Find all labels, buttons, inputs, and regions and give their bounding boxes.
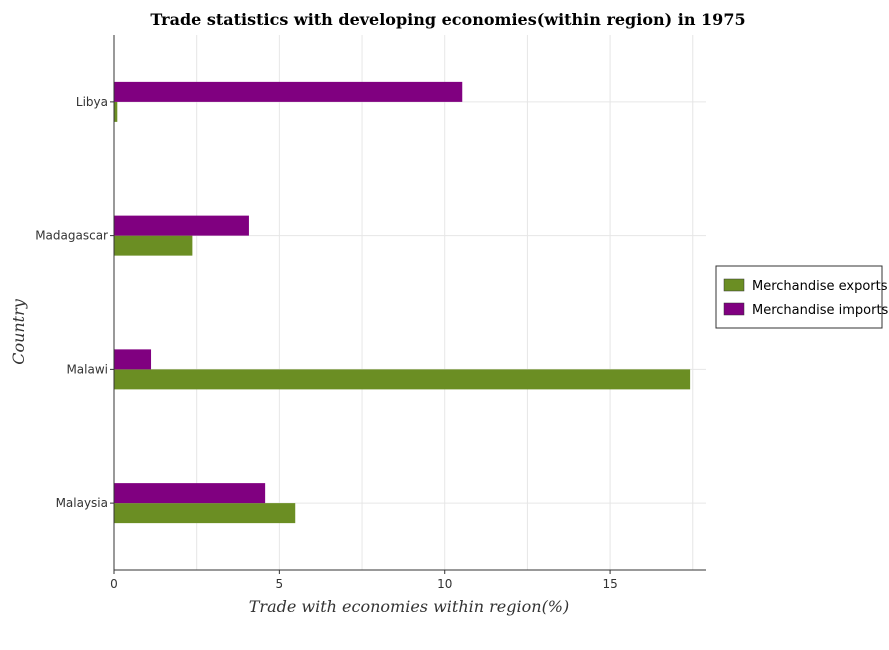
x-tick-label: 5 <box>276 577 284 591</box>
bar-imports-malaysia <box>114 483 266 504</box>
bar-exports-malaysia <box>114 503 296 524</box>
chart-title: Trade statistics with developing economi… <box>150 10 745 29</box>
x-tick-label: 0 <box>110 577 118 591</box>
plot-background <box>114 35 706 570</box>
y-tick-label: Madagascar <box>35 229 108 243</box>
plot-area: 0 5 10 15 Libya Madagascar Malawi Malaysia <box>35 35 706 591</box>
y-tick-label: Malawi <box>66 362 108 376</box>
y-tick-label: Malaysia <box>56 496 108 510</box>
bar-exports-libya <box>114 101 118 122</box>
legend-swatch <box>723 278 745 292</box>
bar-imports-madagascar <box>114 215 249 236</box>
bar-exports-malawi <box>114 369 691 390</box>
legend-label: Merchandise exports <box>752 279 888 294</box>
x-tick-label: 10 <box>437 577 452 591</box>
legend-swatch <box>723 302 745 316</box>
legend-box <box>715 265 883 329</box>
x-tick-label: 15 <box>602 577 617 591</box>
x-axis-title: Trade with economies within region(%) <box>249 597 570 616</box>
bar-exports-madagascar <box>114 235 193 256</box>
bar-imports-malawi <box>114 349 152 370</box>
y-axis-title: Country <box>9 298 28 365</box>
legend-label: Merchandise imports <box>752 303 889 318</box>
bar-imports-libya <box>114 81 463 102</box>
legend: Merchandise exports Merchandise imports <box>715 265 889 329</box>
y-tick-label: Libya <box>76 95 108 109</box>
